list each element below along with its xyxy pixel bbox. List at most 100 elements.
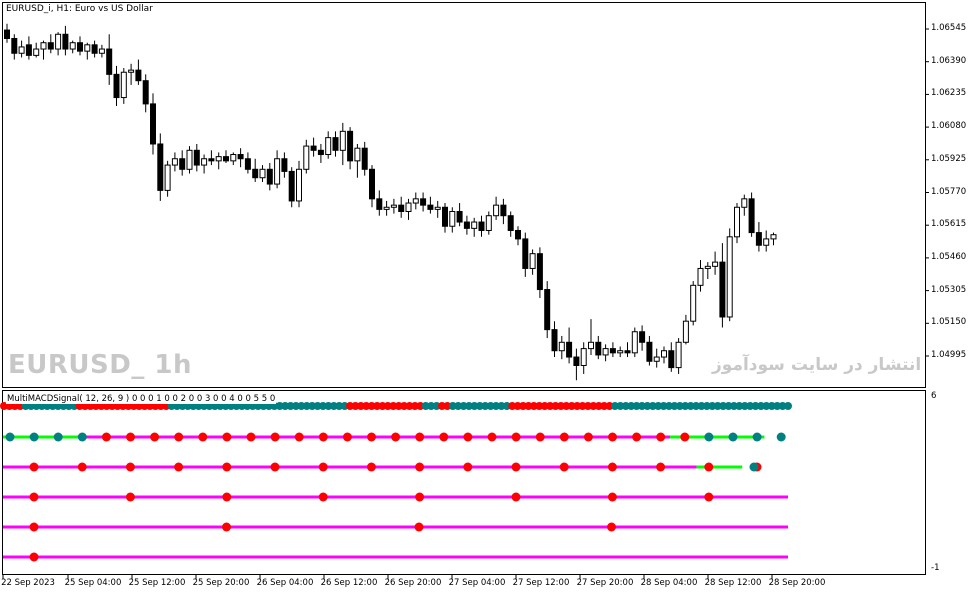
bull-candle	[390, 204, 397, 208]
bull-candle	[485, 215, 492, 231]
bull-candle	[186, 149, 193, 170]
time-tick-label: 28 Sep 12:00	[704, 578, 762, 588]
bull-candle	[98, 48, 105, 54]
bull-candle	[339, 130, 346, 151]
signal-dot	[752, 432, 762, 442]
bull-candle	[602, 348, 609, 356]
bull-candle	[741, 198, 748, 208]
bull-candle	[682, 320, 689, 343]
bear-candle	[106, 48, 113, 75]
signal-dot	[463, 462, 473, 472]
price-tick-label: 1.06545	[931, 23, 967, 33]
bear-candle	[420, 198, 427, 206]
bear-candle	[515, 229, 521, 240]
signal-dot	[198, 432, 208, 442]
signal-dot	[511, 432, 521, 442]
signal-dot	[318, 432, 328, 442]
signal-dot	[294, 432, 304, 442]
bear-candle	[536, 253, 543, 291]
signal-dot	[463, 432, 473, 442]
signal-dot	[656, 432, 666, 442]
bull-candle	[493, 204, 500, 217]
signal-dot	[222, 522, 231, 532]
time-tick-label: 25 Sep 04:00	[64, 578, 122, 588]
price-tick-label: 1.05460	[931, 251, 967, 262]
price-chart-pane[interactable]	[2, 2, 926, 388]
bear-candle	[456, 210, 463, 223]
bull-candle	[558, 341, 565, 352]
signal-dot	[53, 432, 63, 442]
bull-candle	[325, 137, 332, 156]
bull-candle	[296, 168, 302, 202]
signal-dot	[222, 462, 232, 472]
bear-candle	[347, 130, 354, 162]
signal-dot	[439, 432, 449, 442]
bull-candle	[449, 210, 456, 227]
time-tick-label: 26 Sep 12:00	[320, 578, 378, 588]
bear-candle	[332, 137, 339, 151]
bear-candle	[244, 158, 251, 170]
price-tick-label: 1.05925	[931, 153, 967, 164]
signal-dot	[77, 432, 87, 442]
bear-candle	[668, 350, 675, 369]
bear-candle	[135, 69, 142, 82]
bear-candle	[398, 204, 405, 212]
bull-candle	[84, 44, 91, 52]
time-tick-label: 28 Sep 20:00	[768, 578, 826, 588]
bear-candle	[77, 42, 83, 52]
bull-candle	[471, 221, 478, 229]
bear-candle	[551, 329, 558, 352]
bear-candle	[288, 170, 295, 202]
price-tick-label: 1.05615	[931, 219, 967, 230]
bear-candle	[463, 221, 470, 229]
signal-dot	[77, 462, 87, 472]
bull-candle	[259, 168, 266, 179]
bear-candle	[252, 168, 259, 179]
bear-candle	[755, 232, 762, 246]
signal-dot	[125, 462, 135, 472]
bear-candle	[179, 158, 186, 170]
signal-dot	[415, 462, 425, 472]
bull-candle	[631, 331, 638, 354]
time-tick-label: 28 Sep 04:00	[640, 578, 698, 588]
symbol-watermark: EURUSD_ 1h	[8, 350, 192, 380]
signal-dot	[391, 432, 401, 442]
signal-dot	[29, 492, 39, 502]
site-watermark: انتشار در سایت سودآموز	[712, 355, 922, 375]
bear-candle	[595, 341, 602, 356]
bull-candle	[215, 156, 222, 162]
signal-dot	[487, 432, 497, 442]
bull-candle	[171, 158, 178, 166]
price-tick-label: 1.05770	[931, 186, 967, 197]
signal-dot	[246, 432, 256, 442]
signal-dot	[414, 522, 424, 532]
bear-candle	[223, 156, 229, 162]
signal-dot	[632, 432, 642, 442]
bull-candle	[661, 350, 667, 358]
price-tick-label: 1.05150	[931, 317, 967, 328]
signal-dot	[29, 522, 39, 532]
signal-dot	[776, 432, 786, 442]
price-tick-label: 1.06235	[931, 88, 967, 99]
signal-dot	[656, 462, 666, 472]
bear-candle	[91, 44, 98, 54]
bear-candle	[113, 73, 120, 99]
bear-candle	[361, 147, 368, 170]
bear-candle	[500, 204, 507, 217]
signal-dot	[608, 432, 617, 442]
bull-candle	[33, 48, 40, 56]
indicator-pane[interactable]	[2, 390, 926, 575]
bull-candle	[653, 356, 660, 362]
bull-candle	[675, 341, 682, 369]
bear-candle	[646, 341, 653, 362]
bull-candle	[69, 42, 76, 50]
time-tick-label: 27 Sep 20:00	[576, 578, 634, 588]
signal-dot	[342, 432, 352, 442]
bull-candle	[704, 265, 711, 269]
bear-candle	[25, 44, 32, 56]
signal-dot	[174, 432, 184, 442]
bear-candle	[376, 198, 383, 210]
bear-candle	[47, 42, 54, 50]
bear-candle	[193, 149, 200, 166]
